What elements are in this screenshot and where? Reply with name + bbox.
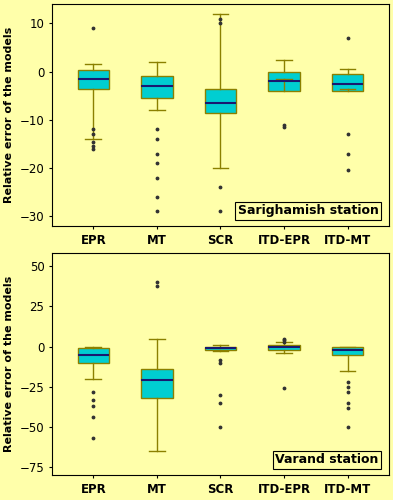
- PathPatch shape: [205, 346, 236, 350]
- PathPatch shape: [332, 74, 364, 91]
- PathPatch shape: [268, 345, 300, 350]
- PathPatch shape: [205, 88, 236, 112]
- Text: Varand station: Varand station: [275, 454, 379, 466]
- PathPatch shape: [141, 76, 173, 98]
- PathPatch shape: [77, 348, 109, 362]
- Text: Sarighamish station: Sarighamish station: [238, 204, 379, 217]
- Y-axis label: Relative error of the models: Relative error of the models: [4, 276, 14, 452]
- PathPatch shape: [268, 72, 300, 91]
- PathPatch shape: [141, 369, 173, 398]
- Y-axis label: Relative error of the models: Relative error of the models: [4, 27, 14, 203]
- PathPatch shape: [77, 70, 109, 88]
- PathPatch shape: [332, 348, 364, 354]
